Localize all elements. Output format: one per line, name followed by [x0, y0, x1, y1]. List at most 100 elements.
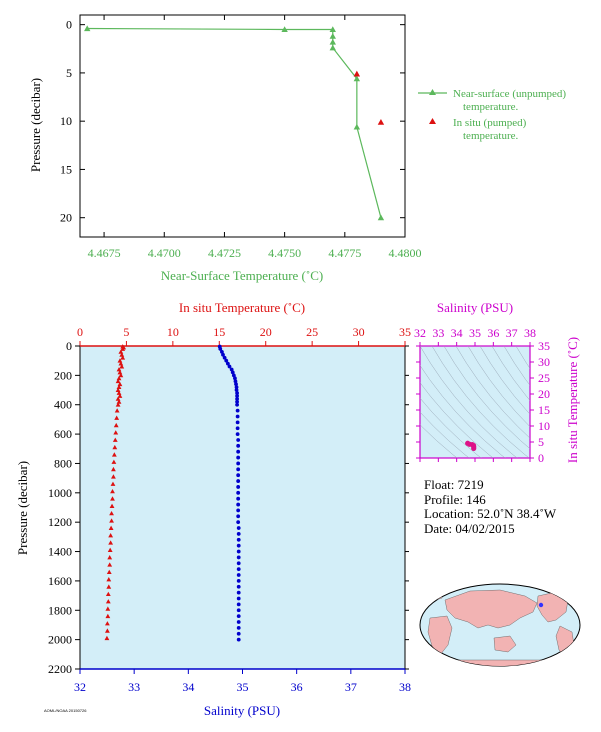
ts-isopycnal-line	[467, 346, 530, 428]
float-location: Location: 52.0˚N 38.4˚W	[424, 506, 557, 521]
salinity-point	[236, 614, 241, 619]
salinity-point	[236, 584, 241, 589]
salinity-point	[236, 520, 241, 525]
salinity-point	[236, 508, 241, 513]
salinity-point	[236, 608, 241, 613]
salinity-point	[236, 625, 241, 630]
ts-isopycnal-line	[420, 365, 506, 458]
salinity-tick-label: 36	[291, 680, 303, 694]
temperature-point	[112, 444, 118, 450]
salinity-point	[235, 432, 240, 436]
map-land-antarctica	[429, 659, 571, 666]
float-info: Float: 7219 Profile: 146 Location: 52.0˚…	[424, 477, 557, 536]
top-x-tick-label: 4.4750	[268, 246, 301, 260]
salinity-point	[236, 479, 241, 483]
pressure-tick-label: 1200	[48, 515, 72, 529]
profile-date: Date: 04/02/2015	[424, 520, 515, 536]
salinity-point	[236, 543, 241, 548]
salinity-point	[236, 502, 241, 507]
ts-y-tick-label: 0	[538, 451, 544, 465]
ts-y-tick-label: 30	[538, 355, 550, 369]
temperature-point	[111, 452, 117, 457]
near-surface-chart: 4.4675 4.4700 4.4725 4.4750 4.4775 4.4800 0 5 10…	[28, 14, 566, 283]
ts-point	[471, 445, 477, 451]
temperature-point	[116, 367, 122, 372]
ts-x-axis-label: Salinity (PSU)	[437, 300, 513, 315]
salinity-point	[230, 370, 235, 375]
salinity-point	[236, 443, 241, 448]
pressure-tick-label: 800	[54, 456, 72, 470]
temperature-point	[106, 584, 112, 589]
ts-x-tick-label: 32	[414, 326, 426, 340]
temperature-point	[113, 430, 119, 435]
salinity-point	[233, 376, 237, 381]
salinity-point	[225, 361, 230, 366]
profile-plot-frame	[79, 345, 406, 670]
salinity-point	[236, 461, 241, 466]
footer-text: AOML/NOAA 20150726	[44, 708, 87, 713]
ts-y-tick-label: 10	[538, 419, 550, 433]
ts-y-tick-label: 15	[538, 403, 550, 417]
profile-number: Profile: 146	[424, 491, 486, 507]
salinity-point	[233, 379, 238, 384]
temperature-point	[115, 378, 121, 384]
temperature-tick-label: 25	[306, 325, 318, 339]
temperature-tick-label: 0	[77, 325, 83, 339]
temperature-point	[111, 474, 116, 479]
near-surface-point	[84, 25, 91, 32]
salinity-point	[234, 382, 238, 387]
salinity-point	[235, 426, 240, 431]
salinity-point	[222, 355, 227, 360]
ts-isopycnal-line	[443, 346, 530, 450]
temperature-point	[106, 569, 112, 575]
salinity-point	[236, 549, 241, 554]
top-y-tick-label: 20	[60, 211, 72, 225]
temperature-point	[104, 628, 110, 633]
salinity-point	[235, 394, 239, 398]
profile-y-axis-label: Pressure (decibar)	[15, 461, 30, 555]
temperature-point	[118, 349, 124, 354]
temperature-tick-label: 15	[213, 325, 225, 339]
pressure-tick-label: 400	[54, 398, 72, 412]
temperature-point	[110, 496, 115, 501]
near-surface-point	[329, 44, 336, 51]
pressure-tick-label: 0	[66, 339, 72, 353]
salinity-point	[236, 567, 241, 572]
near-surface-point	[329, 33, 336, 39]
salinity-point	[236, 590, 241, 595]
map-land-australia	[493, 635, 517, 653]
temperature-point	[116, 390, 122, 395]
salinity-point	[236, 555, 241, 560]
salinity-point	[221, 352, 225, 357]
salinity-tick-label: 32	[74, 680, 86, 694]
near-surface-point	[377, 214, 385, 221]
temperature-axis-label: In situ Temperature (˚C)	[179, 300, 305, 315]
salinity-point	[236, 467, 241, 472]
ts-isopycnal-line	[479, 346, 530, 415]
salinity-point	[236, 473, 241, 478]
ts-y-axis-label: In situ Temperature (˚C)	[565, 337, 580, 463]
pressure-tick-label: 1600	[48, 574, 72, 588]
temperature-point	[116, 384, 122, 390]
ts-isopycnal-line	[420, 424, 458, 458]
temperature-point	[119, 364, 125, 369]
ts-x-tick-label: 37	[506, 326, 518, 340]
salinity-point	[236, 438, 241, 442]
ts-y-tick-label: 5	[538, 435, 544, 449]
near-surface-point	[329, 38, 336, 45]
temperature-point	[105, 613, 111, 619]
ts-isopycnal-line	[491, 346, 530, 401]
temperature-point	[118, 372, 124, 378]
ts-isopycnal-line	[455, 346, 530, 439]
temperature-point	[111, 466, 116, 472]
salinity-point	[218, 347, 223, 351]
ts-y-tick-label: 35	[538, 339, 550, 353]
temperature-point	[116, 399, 122, 404]
salinity-point	[236, 637, 241, 642]
top-plot-frame	[79, 14, 406, 238]
temperature-point	[104, 635, 110, 641]
temperature-point	[118, 361, 124, 366]
top-x-tick-label: 4.4800	[389, 246, 422, 260]
top-y-axis-label: Pressure (decibar)	[28, 78, 43, 172]
